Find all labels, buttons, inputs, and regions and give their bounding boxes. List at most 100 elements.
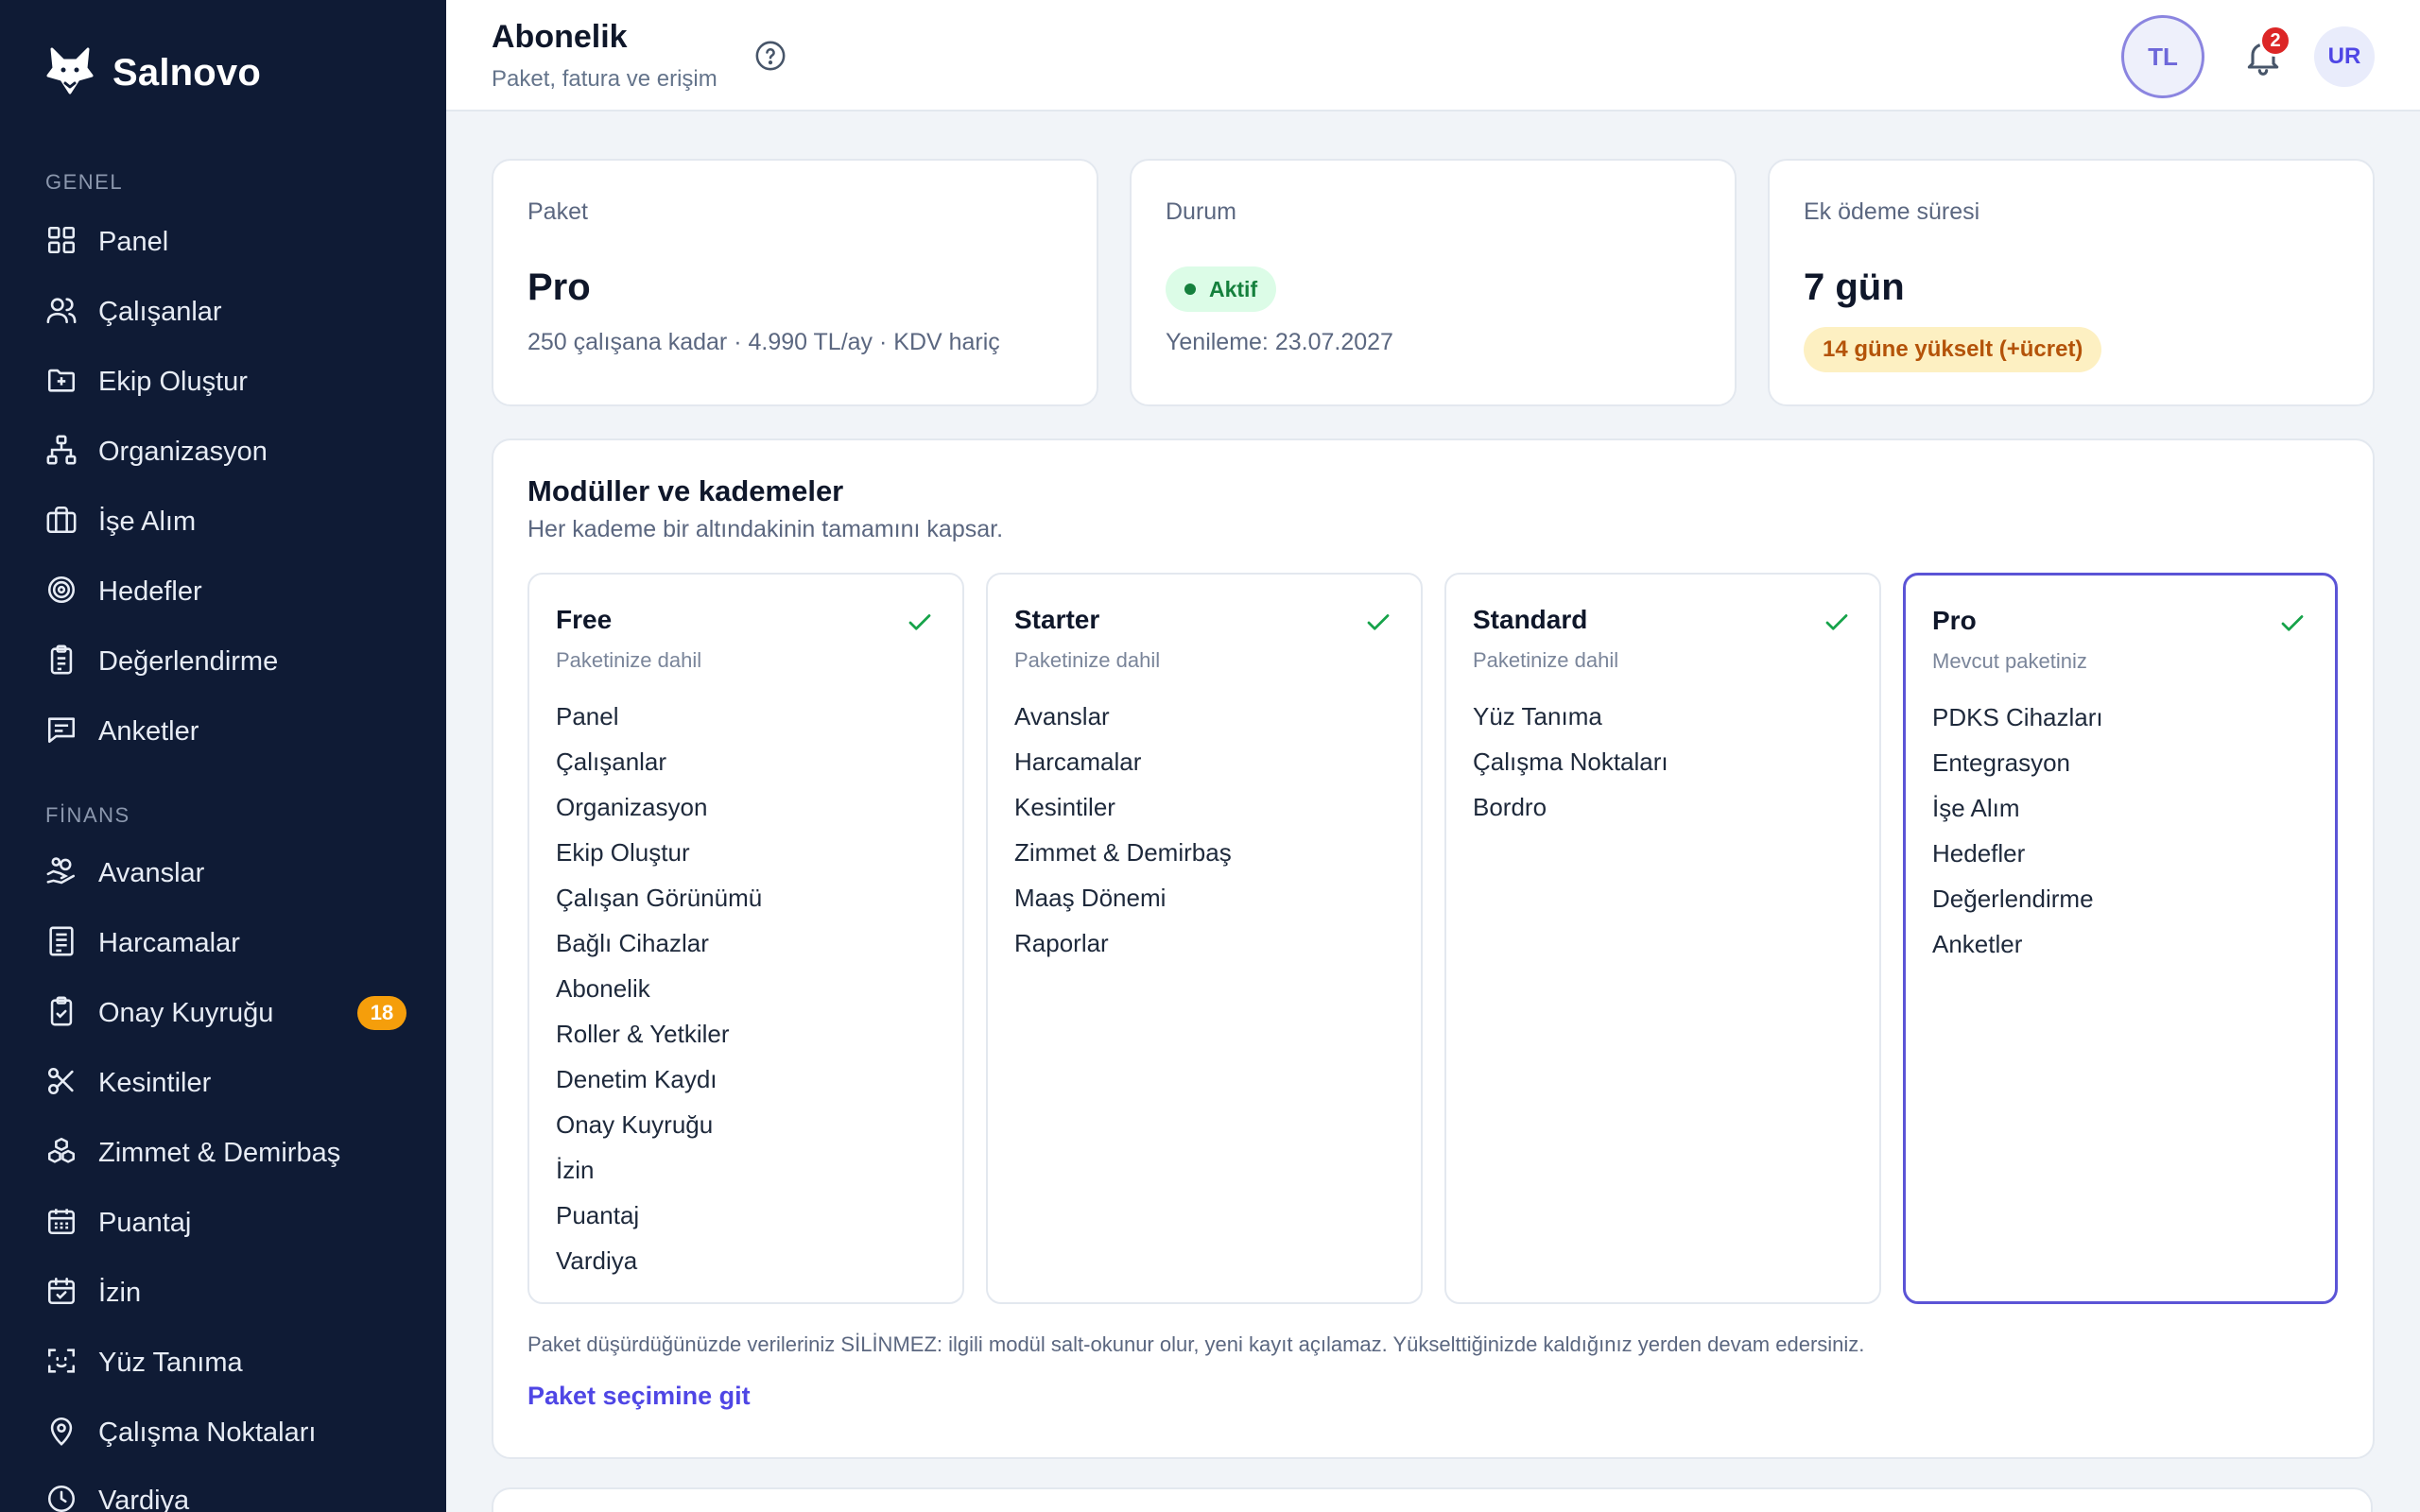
- downgrade-footnote: Paket düşürdüğünüzde verileriniz SİLİNME…: [527, 1332, 1865, 1356]
- sidebar-item-yuz-tanima[interactable]: Yüz Tanıma: [45, 1338, 406, 1387]
- package-selection-link[interactable]: Paket seçimine git: [527, 1382, 751, 1410]
- tier-card-starter: Starter Paketinize dahil Avanslar Harcam…: [986, 573, 1423, 1304]
- calendar-check-icon: [45, 1275, 78, 1312]
- sidebar-item-label: Anketler: [98, 715, 199, 747]
- sidebar-item-label: Organizasyon: [98, 436, 268, 467]
- sidebar-item-label: İzin: [98, 1277, 142, 1308]
- clipboard-list-icon: [45, 644, 78, 680]
- module-item: Organizasyon: [556, 793, 708, 821]
- tier-note: Paketinize dahil: [556, 648, 702, 672]
- next-card: [492, 1487, 2373, 1512]
- status-dot-icon: [1184, 284, 1196, 295]
- users-icon: [45, 294, 78, 331]
- module-item: İzin: [556, 1156, 595, 1184]
- sidebar-item-label: Kesintiler: [98, 1067, 212, 1098]
- tier-name: Starter: [1014, 605, 1100, 634]
- tier-module-list: Panel Çalışanlar Organizasyon Ekip Oluşt…: [556, 694, 762, 1283]
- module-item: Hedefler: [1932, 839, 2026, 868]
- module-item: Raporlar: [1014, 929, 1109, 957]
- module-item: Harcamalar: [1014, 747, 1142, 776]
- module-item: Çalışanlar: [556, 747, 667, 776]
- sidebar-item-avanslar[interactable]: Avanslar: [45, 849, 406, 898]
- section-label-finans: FİNANS: [45, 803, 130, 827]
- sidebar-item-label: Hedefler: [98, 576, 202, 607]
- package-label: Paket: [527, 198, 588, 225]
- module-item: Kesintiler: [1014, 793, 1115, 821]
- sidebar: Salnovo GENEL Panel Çalışanlar Ekip Oluş…: [0, 0, 446, 1512]
- modules-card: Modüller ve kademeler Her kademe bir alt…: [492, 438, 2375, 1459]
- tier-note: Mevcut paketiniz: [1932, 649, 2087, 673]
- sidebar-item-puantaj[interactable]: Puantaj: [45, 1198, 406, 1247]
- section-label-genel: GENEL: [45, 170, 124, 194]
- check-icon: [2278, 610, 2307, 638]
- user-avatar[interactable]: UR: [2314, 26, 2375, 87]
- help-circle-icon[interactable]: [754, 40, 786, 72]
- upgrade-grace-button[interactable]: 14 güne yükselt (+ücret): [1804, 327, 2102, 372]
- sidebar-item-label: Çalışanlar: [98, 296, 222, 327]
- module-item: İşe Alım: [1932, 794, 2020, 822]
- status-card: Durum Aktif Yenileme: 23.07.2027: [1130, 159, 1737, 406]
- brand[interactable]: Salnovo: [44, 42, 261, 105]
- module-item: Bağlı Cihazlar: [556, 929, 709, 957]
- sidebar-item-degerlendirme[interactable]: Değerlendirme: [45, 637, 406, 686]
- module-item: Ekip Oluştur: [556, 838, 690, 867]
- sidebar-item-vardiya[interactable]: Vardiya: [45, 1476, 406, 1512]
- sidebar-item-ise-alim[interactable]: İşe Alım: [45, 497, 406, 546]
- fox-logo-icon: [44, 42, 95, 105]
- folder-plus-icon: [45, 364, 78, 401]
- tier-card-standard: Standard Paketinize dahil Yüz Tanıma Çal…: [1444, 573, 1881, 1304]
- sidebar-item-label: Onay Kuyruğu: [98, 997, 274, 1028]
- tier-note: Paketinize dahil: [1014, 648, 1161, 672]
- face-scan-icon: [45, 1345, 78, 1382]
- calendar-grid-icon: [45, 1205, 78, 1242]
- sidebar-item-label: Zimmet & Demirbaş: [98, 1137, 341, 1168]
- sidebar-item-panel[interactable]: Panel: [45, 217, 406, 266]
- module-item: Bordro: [1473, 793, 1547, 821]
- package-card: Paket Pro 250 çalışana kadar · 4.990 TL/…: [492, 159, 1098, 406]
- module-item: Anketler: [1932, 930, 2023, 958]
- sidebar-item-harcamalar[interactable]: Harcamalar: [45, 919, 406, 968]
- module-item: Çalışan Görünümü: [556, 884, 763, 912]
- module-item: Panel: [556, 702, 619, 730]
- org-chart-icon: [45, 434, 78, 471]
- module-item: Roller & Yetkiler: [556, 1020, 730, 1048]
- sidebar-item-hedefler[interactable]: Hedefler: [45, 567, 406, 616]
- package-value: Pro: [527, 266, 591, 308]
- sidebar-item-zimmet-demirbas[interactable]: Zimmet & Demirbaş: [45, 1128, 406, 1177]
- tier-name: Free: [556, 605, 613, 634]
- status-badge-text: Aktif: [1209, 276, 1258, 301]
- module-item: Puantaj: [556, 1201, 640, 1229]
- receipt-icon: [45, 925, 78, 962]
- module-item: Onay Kuyruğu: [556, 1110, 714, 1139]
- sidebar-item-calisma-noktalari[interactable]: Çalışma Noktaları: [45, 1408, 406, 1457]
- renewal-note: Yenileme: 23.07.2027: [1166, 329, 1393, 355]
- check-icon: [1823, 609, 1851, 637]
- module-item: Entegrasyon: [1932, 748, 2070, 777]
- target-icon: [45, 574, 78, 610]
- sidebar-item-label: Panel: [98, 226, 169, 257]
- sidebar-item-kesintiler[interactable]: Kesintiler: [45, 1058, 406, 1108]
- sidebar-item-label: Avanslar: [98, 857, 205, 888]
- module-item: Maaş Dönemi: [1014, 884, 1167, 912]
- sidebar-item-organizasyon[interactable]: Organizasyon: [45, 427, 406, 476]
- sidebar-item-label: Ekip Oluştur: [98, 366, 248, 397]
- sidebar-item-label: Çalışma Noktaları: [98, 1417, 317, 1448]
- module-item: Zimmet & Demirbaş: [1014, 838, 1232, 867]
- module-item: PDKS Cihazları: [1932, 703, 2103, 731]
- grace-period-card: Ek ödeme süresi 7 gün 14 güne yükselt (+…: [1768, 159, 2375, 406]
- status-label: Durum: [1166, 198, 1237, 225]
- clipboard-check-icon: [45, 995, 78, 1032]
- map-pin-icon: [45, 1415, 78, 1452]
- tier-module-list: PDKS Cihazları Entegrasyon İşe Alım Hede…: [1932, 695, 2103, 967]
- hand-coins-icon: [45, 855, 78, 892]
- tier-note: Paketinize dahil: [1473, 648, 1619, 672]
- sidebar-item-izin[interactable]: İzin: [45, 1268, 406, 1317]
- sidebar-item-label: Puantaj: [98, 1207, 192, 1238]
- sidebar-item-onay-kuyrugu[interactable]: Onay Kuyruğu 18: [45, 988, 406, 1038]
- sidebar-item-calisanlar[interactable]: Çalışanlar: [45, 287, 406, 336]
- currency-toggle-button[interactable]: TL: [2121, 15, 2204, 98]
- tier-name: Standard: [1473, 605, 1588, 634]
- sidebar-item-ekip-olustur[interactable]: Ekip Oluştur: [45, 357, 406, 406]
- tier-name: Pro: [1932, 606, 1977, 635]
- sidebar-item-anketler[interactable]: Anketler: [45, 707, 406, 756]
